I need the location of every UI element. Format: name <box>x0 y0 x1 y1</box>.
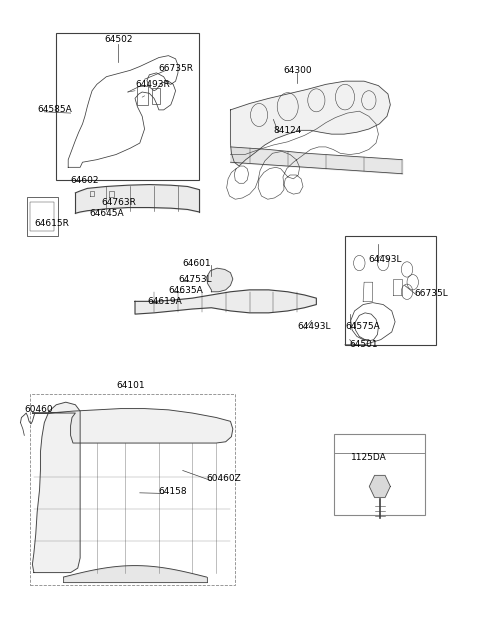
Text: 64575A: 64575A <box>345 322 380 331</box>
Text: 64502: 64502 <box>104 35 132 44</box>
Polygon shape <box>135 290 316 314</box>
Text: 64601: 64601 <box>183 258 211 267</box>
Text: 66735R: 66735R <box>159 64 194 73</box>
Text: 64493L: 64493L <box>369 255 402 264</box>
Text: 64635A: 64635A <box>168 286 203 295</box>
Text: 60460Z: 60460Z <box>206 474 241 483</box>
Polygon shape <box>33 402 80 572</box>
Text: 64501: 64501 <box>350 340 378 349</box>
Text: 64615R: 64615R <box>35 219 70 228</box>
Text: 64753L: 64753L <box>178 274 212 283</box>
Text: 64300: 64300 <box>283 66 312 75</box>
Text: 64493R: 64493R <box>135 80 170 89</box>
Text: 64763R: 64763R <box>102 198 136 207</box>
Text: 64493L: 64493L <box>297 322 331 331</box>
Text: 60460: 60460 <box>24 405 53 414</box>
Text: 64158: 64158 <box>159 487 188 496</box>
Polygon shape <box>369 476 390 497</box>
Text: 84124: 84124 <box>274 126 302 135</box>
Text: 64101: 64101 <box>116 381 144 390</box>
Polygon shape <box>206 268 233 292</box>
Polygon shape <box>33 408 233 443</box>
Text: 66735L: 66735L <box>414 288 448 297</box>
Text: 64645A: 64645A <box>90 209 124 218</box>
Polygon shape <box>230 81 390 166</box>
Text: 1125DA: 1125DA <box>351 453 387 462</box>
Text: 64602: 64602 <box>71 176 99 185</box>
Text: 64585A: 64585A <box>37 105 72 114</box>
Text: 64619A: 64619A <box>147 297 182 306</box>
